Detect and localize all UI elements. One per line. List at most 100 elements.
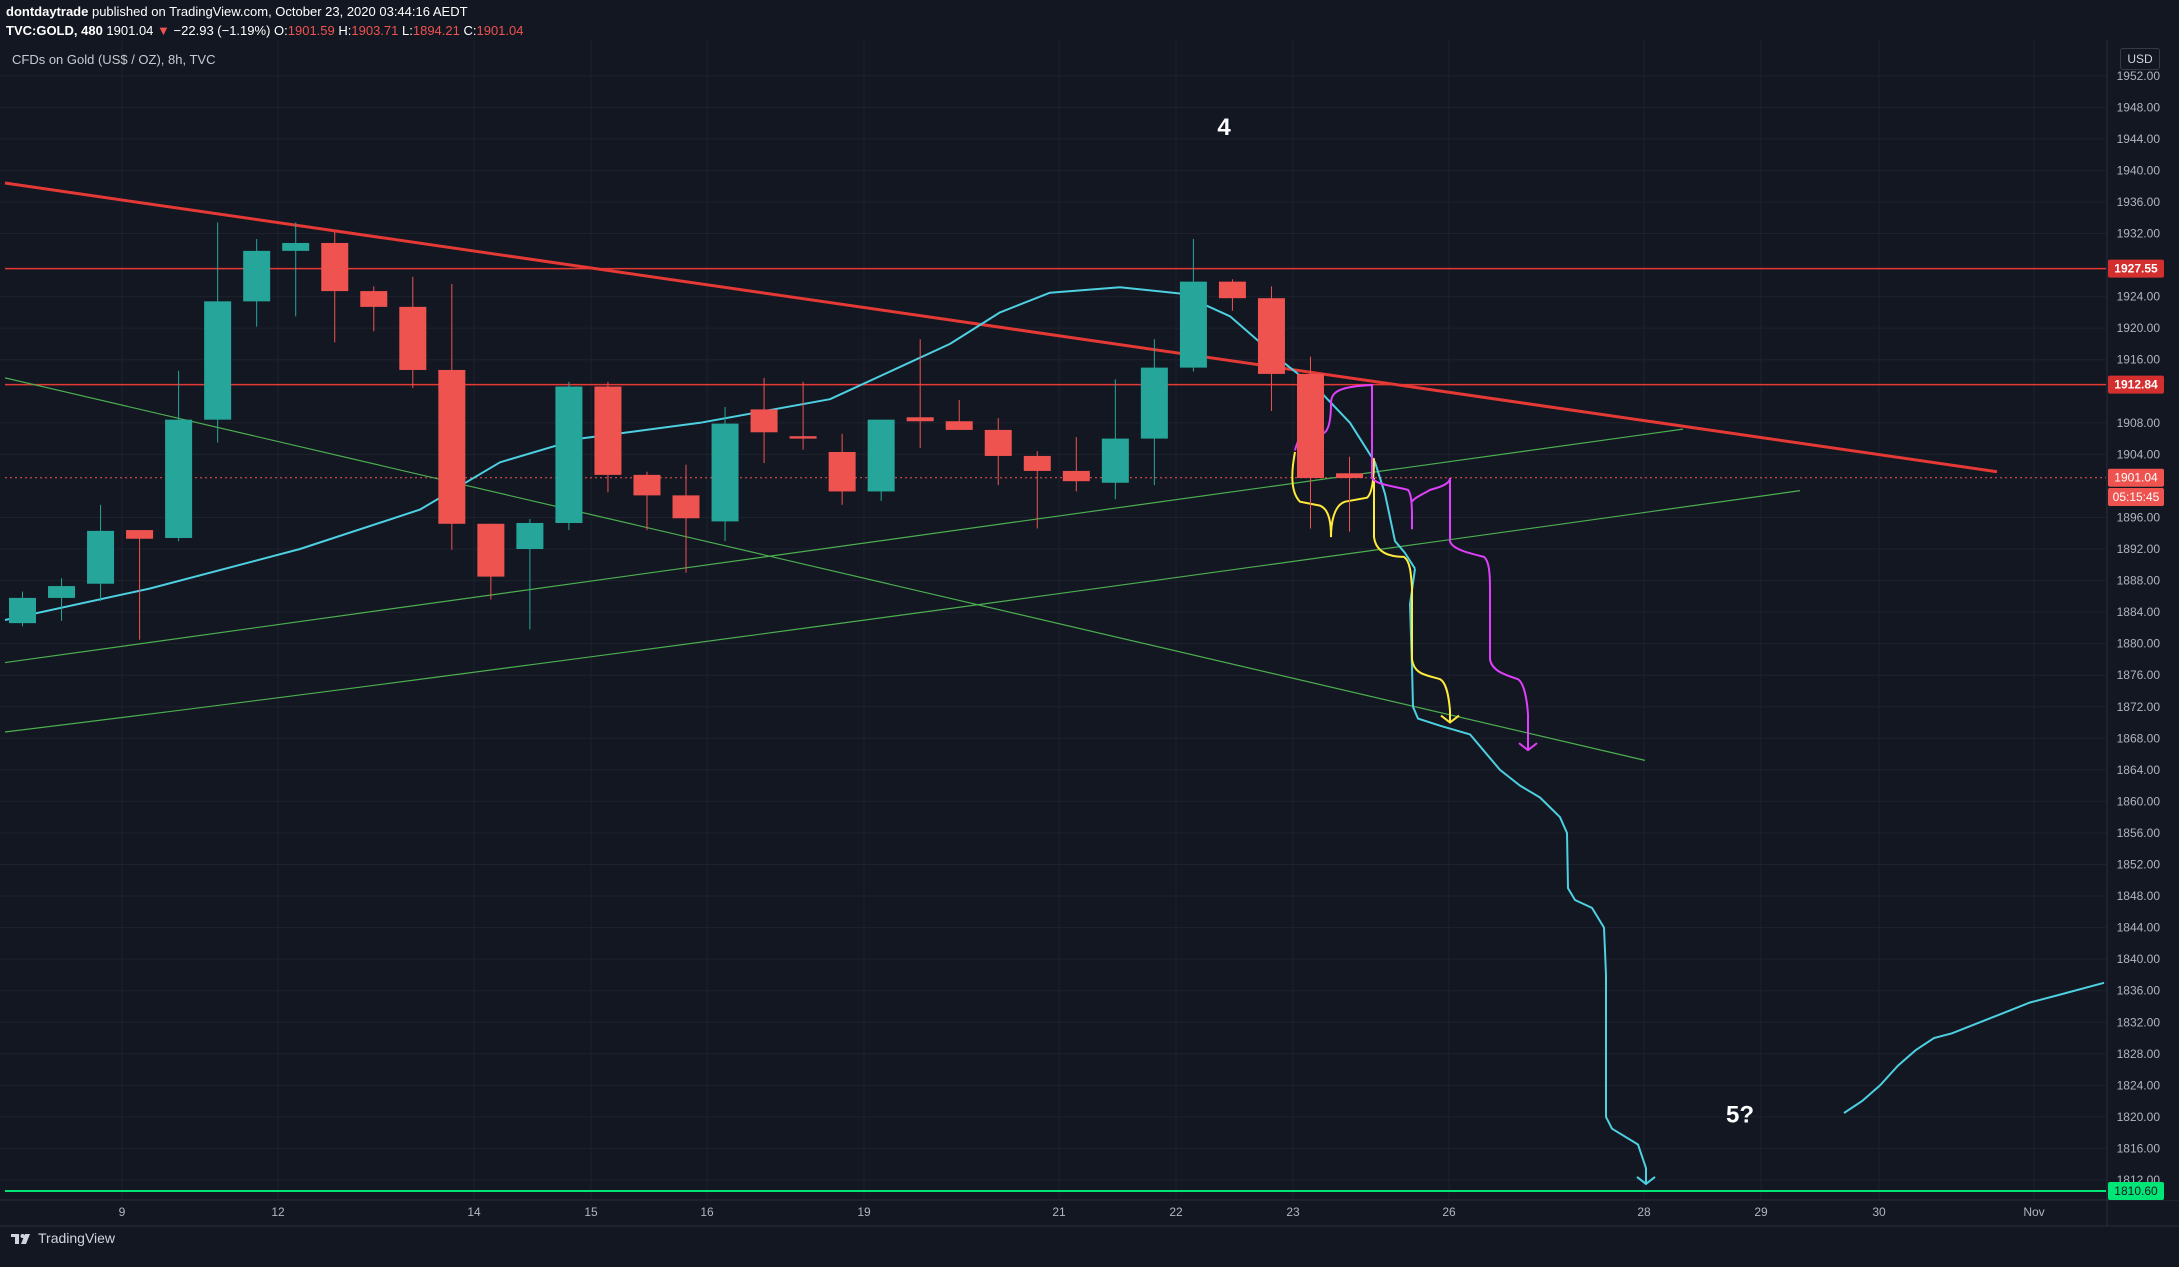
open-value: 1901.59 (287, 23, 335, 38)
symbol-label: TVC:GOLD, 480 (6, 23, 103, 38)
published-text: published on TradingView.com, October 23… (91, 4, 468, 19)
projected-path-yellow (1291, 451, 1451, 723)
candle-down[interactable] (360, 291, 388, 307)
candle-down[interactable] (828, 452, 856, 492)
candle-up[interactable] (9, 597, 36, 624)
wave-annotation-label: 5? (1726, 1102, 1754, 1129)
price-tick-label: 1856.00 (2117, 826, 2161, 840)
candle-down[interactable] (750, 409, 778, 433)
time-tick-label: 29 (1754, 1205, 1768, 1219)
price-axis[interactable] (2108, 40, 2179, 1200)
price-tick-label: 1840.00 (2117, 952, 2161, 966)
candle-up[interactable] (243, 250, 271, 302)
candle-up[interactable] (516, 522, 544, 550)
time-tick-label: 23 (1286, 1205, 1300, 1219)
candle-up[interactable] (87, 530, 115, 584)
price-tick-label: 1952.00 (2117, 69, 2161, 83)
price-tick-label: 1936.00 (2117, 195, 2161, 209)
price-label: 1927.55 (2114, 262, 2158, 276)
footer: TradingView (10, 1230, 115, 1246)
price-tick-label: 1904.00 (2117, 447, 2161, 461)
down-arrow-icon: ▼ (157, 23, 170, 38)
price-tick-label: 1920.00 (2117, 321, 2161, 335)
candle-down[interactable] (321, 242, 349, 292)
recovery-path-cyan (1843, 981, 2105, 1114)
candle-up[interactable] (711, 423, 739, 522)
price-label: 05:15:45 (2113, 490, 2160, 504)
open-label: O: (274, 23, 288, 38)
price-tick-label: 1868.00 (2117, 731, 2161, 745)
price-tick-label: 1940.00 (2117, 163, 2161, 177)
price-tick-label: 1844.00 (2117, 921, 2161, 935)
price-tick-label: 1892.00 (2117, 542, 2161, 556)
candle-down[interactable] (477, 523, 505, 577)
price-tick-label: 1816.00 (2117, 1141, 2161, 1155)
candle-down[interactable] (984, 429, 1012, 456)
candle-up[interactable] (204, 301, 232, 420)
candle-down[interactable] (438, 369, 466, 524)
arrow-down-icon (1518, 742, 1538, 752)
candle-down[interactable] (1218, 281, 1246, 299)
candle-down[interactable] (126, 530, 154, 539)
time-tick-label: 12 (271, 1205, 285, 1219)
close-value: 1901.04 (476, 23, 524, 38)
price-tick-label: 1824.00 (2117, 1078, 2161, 1092)
price-tick-label: 1948.00 (2117, 100, 2161, 114)
candle-down[interactable] (906, 417, 934, 422)
candle-down[interactable] (633, 474, 661, 496)
candle-up[interactable] (48, 586, 76, 598)
candle-up[interactable] (165, 419, 193, 538)
price-tick-label: 1832.00 (2117, 1015, 2161, 1029)
time-tick-label: 26 (1442, 1205, 1456, 1219)
author-name[interactable]: dontdaytrade (6, 4, 89, 19)
price-change: −22.93 (−1.19%) (173, 23, 271, 38)
candle-up[interactable] (1140, 367, 1168, 439)
candle-up[interactable] (282, 242, 310, 251)
time-tick-label: 28 (1637, 1205, 1651, 1219)
price-label: 1901.04 (2114, 471, 2158, 485)
candle-down[interactable] (594, 386, 622, 475)
price-tick-label: 1908.00 (2117, 416, 2161, 430)
price-tick-label: 1864.00 (2117, 763, 2161, 777)
candle-down[interactable] (1257, 298, 1285, 374)
candle-up[interactable] (555, 386, 583, 523)
candle-down[interactable] (1296, 373, 1324, 479)
candle-down[interactable] (672, 495, 700, 519)
time-tick-label: 22 (1169, 1205, 1183, 1219)
price-label-box (2108, 1182, 2164, 1201)
channel-line-lower (4, 490, 1801, 733)
currency-button[interactable]: USD (2120, 48, 2160, 70)
time-tick-label: 21 (1052, 1205, 1066, 1219)
candle-down[interactable] (399, 306, 427, 370)
low-value: 1894.21 (412, 23, 460, 38)
candle-up[interactable] (867, 419, 895, 492)
high-value: 1903.71 (351, 23, 399, 38)
candle-down[interactable] (1062, 470, 1090, 482)
price-label: 1810.60 (2114, 1184, 2158, 1198)
price-tick-label: 1836.00 (2117, 984, 2161, 998)
time-tick-label: 14 (467, 1205, 481, 1219)
candle-down[interactable] (789, 436, 817, 439)
price-tick-label: 1828.00 (2117, 1047, 2161, 1061)
candle-down[interactable] (1023, 455, 1051, 471)
price-tick-label: 1872.00 (2117, 700, 2161, 714)
tradingview-logo-icon (11, 1234, 30, 1244)
candle-up[interactable] (1101, 438, 1129, 483)
price-tick-label: 1880.00 (2117, 637, 2161, 651)
series-legend: CFDs on Gold (US$ / OZ), 8h, TVC (12, 52, 216, 67)
candle-up[interactable] (1179, 281, 1207, 368)
descending-trendline (4, 181, 1998, 474)
candle-down[interactable] (1336, 473, 1364, 479)
price-tick-label: 1852.00 (2117, 858, 2161, 872)
price-tick-label: 1820.00 (2117, 1110, 2161, 1124)
candle-down[interactable] (945, 421, 973, 430)
moving-average-line (4, 286, 1416, 621)
price-tick-label: 1932.00 (2117, 227, 2161, 241)
time-tick-label: 19 (857, 1205, 871, 1219)
footer-brand[interactable]: TradingView (38, 1230, 116, 1246)
arrow-down-icon (1440, 714, 1460, 724)
price-tick-label: 1924.00 (2117, 290, 2161, 304)
price-label: 1912.84 (2114, 378, 2158, 392)
